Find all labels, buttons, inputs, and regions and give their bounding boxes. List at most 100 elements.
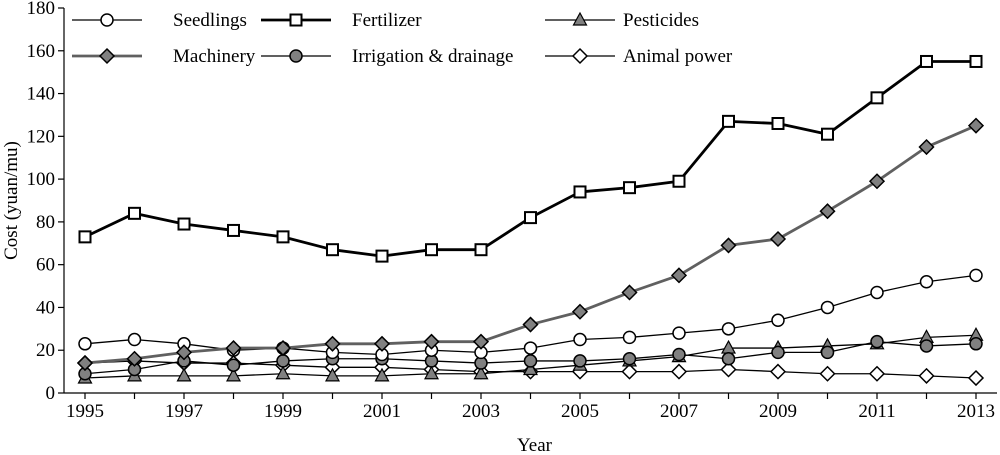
data-point bbox=[423, 333, 440, 350]
data-point bbox=[522, 316, 539, 333]
data-point bbox=[276, 354, 290, 368]
data-point bbox=[423, 365, 440, 380]
data-point bbox=[78, 230, 92, 244]
data-point bbox=[819, 365, 836, 382]
x-tick-label: 1995 bbox=[66, 401, 104, 422]
data-point bbox=[324, 335, 341, 352]
tick-labels: 0 20 40 60 80 100 120 140 160 180 1995 1997 1999 2001… bbox=[27, 0, 996, 422]
data-point bbox=[819, 203, 836, 220]
data-point bbox=[820, 300, 835, 315]
data-point bbox=[721, 322, 736, 336]
legend-label: Machinery bbox=[173, 46, 256, 67]
legend-marker bbox=[571, 47, 589, 65]
legend-marker bbox=[289, 49, 303, 63]
data-point bbox=[175, 344, 193, 361]
legend-item: Irrigation & drainage bbox=[261, 46, 513, 67]
data-point bbox=[373, 335, 391, 352]
data-point bbox=[276, 230, 290, 244]
data-point bbox=[326, 243, 339, 257]
legend-item: Fertilizer bbox=[261, 10, 422, 31]
x-tick-label: 2005 bbox=[561, 401, 599, 422]
series-seedlings bbox=[78, 268, 983, 362]
data-point bbox=[868, 173, 886, 190]
legend-item: Animal power bbox=[545, 46, 733, 67]
data-point bbox=[474, 243, 488, 257]
x-tick-label: 2011 bbox=[858, 401, 895, 422]
data-point bbox=[225, 340, 242, 357]
data-point bbox=[771, 313, 785, 328]
data-point bbox=[870, 334, 884, 349]
data-point bbox=[374, 367, 390, 382]
x-axis-title: Year bbox=[517, 435, 553, 455]
data-point bbox=[821, 127, 834, 141]
y-tick-label: 20 bbox=[36, 340, 55, 361]
data-point bbox=[275, 365, 291, 380]
data-point bbox=[622, 352, 637, 366]
data-point bbox=[919, 339, 934, 353]
data-point bbox=[920, 54, 933, 68]
data-point bbox=[769, 363, 787, 380]
data-point bbox=[622, 330, 637, 345]
data-point bbox=[573, 185, 587, 199]
legend-marker bbox=[572, 11, 588, 26]
data-point bbox=[670, 363, 688, 380]
data-point bbox=[672, 347, 686, 362]
legend-item: Machinery bbox=[72, 46, 256, 67]
data-point bbox=[919, 275, 934, 289]
data-point bbox=[769, 230, 787, 248]
data-point bbox=[969, 337, 983, 351]
data-point bbox=[523, 354, 538, 368]
data-point bbox=[621, 284, 638, 301]
data-point bbox=[176, 367, 192, 382]
data-point bbox=[918, 138, 935, 156]
data-point bbox=[722, 114, 735, 128]
x-tick-label: 2007 bbox=[660, 401, 698, 422]
data-point bbox=[672, 326, 686, 340]
data-point bbox=[473, 365, 489, 380]
data-point bbox=[820, 345, 835, 360]
data-point bbox=[720, 237, 737, 254]
data-point bbox=[472, 333, 490, 350]
data-point bbox=[425, 243, 438, 257]
y-tick-label: 100 bbox=[27, 169, 56, 190]
data-point bbox=[969, 268, 983, 283]
x-tick-label: 2013 bbox=[957, 401, 995, 422]
axes bbox=[58, 7, 997, 399]
legend-label: Pesticides bbox=[623, 10, 699, 31]
series-irrigation-drainage bbox=[78, 334, 983, 381]
legend-marker bbox=[289, 13, 303, 27]
legend-item: Seedlings bbox=[72, 10, 247, 31]
y-tick-label: 180 bbox=[27, 0, 56, 19]
data-point bbox=[623, 181, 636, 195]
data-point bbox=[771, 345, 785, 360]
data-point bbox=[523, 341, 538, 355]
y-tick-label: 0 bbox=[46, 383, 56, 404]
data-point bbox=[126, 350, 143, 367]
legend-label: Animal power bbox=[623, 46, 733, 67]
x-tick-label: 2003 bbox=[462, 401, 500, 422]
data-point bbox=[225, 367, 242, 382]
data-point bbox=[621, 363, 638, 380]
legend-label: Seedlings bbox=[173, 10, 247, 31]
y-tick-label: 80 bbox=[36, 212, 55, 233]
data-point bbox=[128, 206, 141, 220]
y-tick-label: 60 bbox=[36, 255, 55, 276]
y-axis-title: Cost (yuan/mu) bbox=[1, 141, 22, 260]
data-point bbox=[918, 367, 935, 384]
y-tick-label: 120 bbox=[27, 126, 56, 147]
data-point bbox=[78, 337, 92, 351]
data-point bbox=[670, 267, 688, 284]
series-layer bbox=[76, 54, 985, 387]
data-point bbox=[227, 223, 240, 237]
data-point bbox=[274, 340, 292, 357]
x-tick-label: 1999 bbox=[264, 401, 302, 422]
data-point bbox=[375, 249, 389, 263]
data-point bbox=[969, 54, 983, 68]
data-point bbox=[571, 303, 589, 320]
data-point bbox=[573, 354, 587, 368]
x-tick-label: 1997 bbox=[165, 401, 203, 422]
data-point bbox=[720, 339, 737, 354]
legend-label: Irrigation & drainage bbox=[352, 46, 513, 67]
data-point bbox=[177, 217, 191, 231]
